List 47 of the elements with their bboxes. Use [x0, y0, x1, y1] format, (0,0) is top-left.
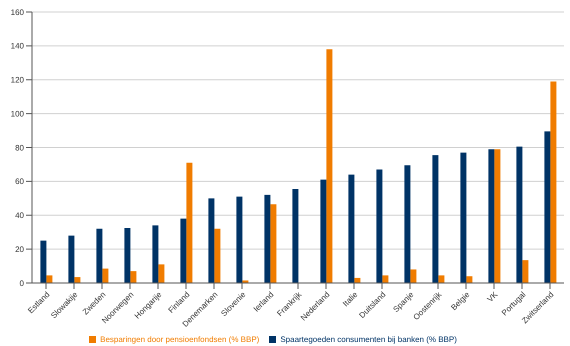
bar [40, 240, 46, 283]
legend-label: Besparingen door pensioenfondsen (% BBP) [100, 335, 260, 344]
bar [320, 180, 326, 283]
y-tick-label: 120 [10, 76, 25, 85]
bar [382, 275, 388, 283]
bar [158, 264, 164, 283]
y-tick-label: 100 [10, 109, 25, 118]
bar [124, 228, 130, 283]
bar [74, 277, 80, 283]
y-tick-label: 20 [15, 244, 25, 254]
bar [68, 236, 74, 283]
bar [208, 198, 214, 283]
bar [270, 204, 276, 283]
bar [326, 49, 332, 283]
legend-label: Spaartegoeden consumenten bij banken (% BBP) [280, 335, 457, 344]
bar [180, 218, 186, 283]
y-tick-label: 40 [15, 211, 25, 220]
x-tick-label: VK [486, 290, 500, 304]
bar [96, 228, 102, 283]
y-tick-label: 60 [15, 177, 25, 186]
bar [186, 162, 192, 283]
bar [550, 81, 556, 283]
bar [460, 152, 466, 283]
bar [214, 228, 220, 283]
bar [236, 196, 242, 283]
bar [292, 188, 298, 283]
bar [522, 260, 528, 283]
bar [466, 276, 472, 283]
bar [516, 146, 522, 283]
bar [404, 165, 410, 283]
bar [152, 225, 158, 283]
bar [410, 269, 416, 283]
bar [130, 271, 136, 283]
bar [102, 268, 108, 283]
y-tick-label: 140 [10, 42, 25, 51]
y-tick-label: 0 [20, 278, 25, 288]
bar [376, 170, 382, 283]
y-tick-label: 80 [15, 143, 25, 152]
bar [432, 155, 438, 283]
bar [544, 131, 550, 283]
bar [438, 275, 444, 283]
bar [494, 149, 500, 283]
y-tick-label: 160 [10, 8, 25, 17]
bar [264, 194, 270, 283]
bar [488, 149, 494, 283]
bar [348, 174, 354, 283]
bar [46, 275, 52, 283]
